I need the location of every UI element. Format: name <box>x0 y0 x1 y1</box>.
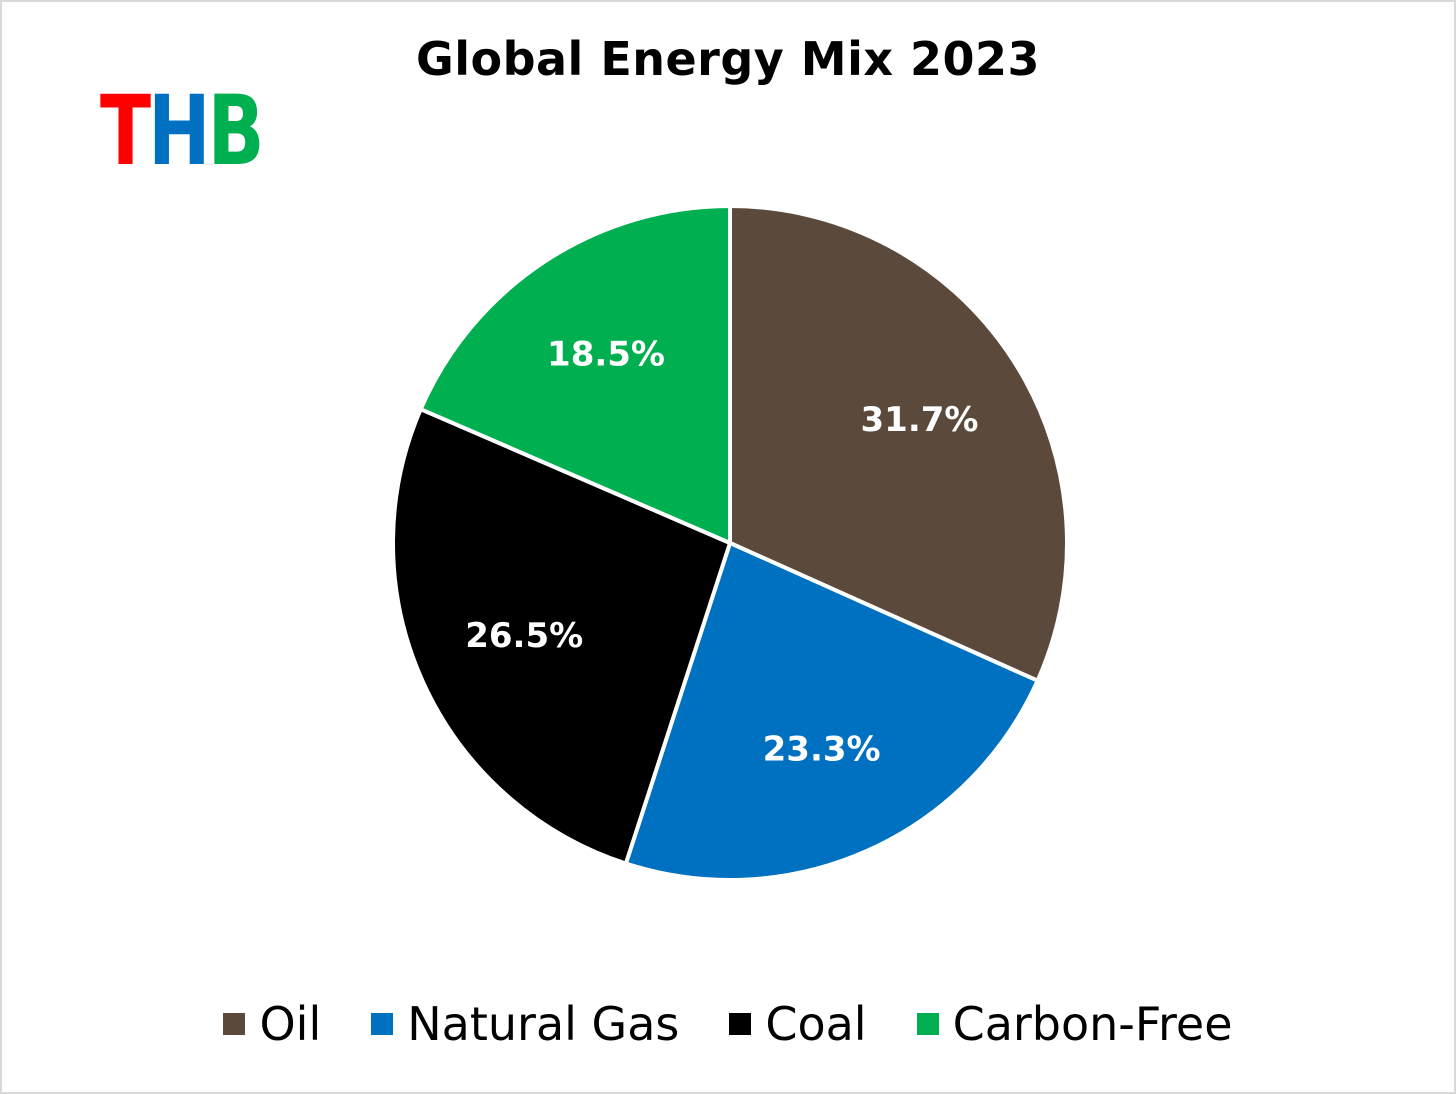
legend-item-coal: Coal <box>729 996 867 1052</box>
data-label-natural-gas: 23.3% <box>763 729 881 769</box>
data-label-coal: 26.5% <box>465 616 583 656</box>
legend-label-carbon-free: Carbon-Free <box>952 997 1233 1051</box>
thb-logo: THB <box>100 75 265 187</box>
legend-item-carbon-free: Carbon-Free <box>916 996 1233 1052</box>
legend-label-natural-gas: Natural Gas <box>407 997 680 1051</box>
logo-letter-b: B <box>207 75 265 187</box>
legend-label-oil: Oil <box>259 997 322 1051</box>
legend-swatch-natural-gas <box>371 1013 394 1035</box>
legend-item-oil: Oil <box>223 996 321 1052</box>
logo-letter-t: T <box>100 75 151 187</box>
pie-slice-coal <box>391 407 732 866</box>
data-label-carbon-free: 18.5% <box>547 334 665 374</box>
logo-letter-h: H <box>147 75 211 187</box>
pie-slice-oil <box>728 204 1069 683</box>
legend-swatch-carbon-free <box>916 1013 939 1035</box>
legend-item-natural-gas: Natural Gas <box>371 996 679 1052</box>
legend-swatch-coal <box>729 1013 752 1035</box>
data-label-oil: 31.7% <box>861 400 979 440</box>
legend-label-coal: Coal <box>765 997 867 1051</box>
legend-swatch-oil <box>223 1013 246 1035</box>
pie-slice-carbon-free <box>418 204 732 545</box>
chart-title: Global Energy Mix 2023 <box>415 32 1041 86</box>
pie-slice-natural-gas <box>623 541 1040 882</box>
chart-legend: Oil Natural Gas Coal Carbon-Free <box>2 996 1454 1052</box>
